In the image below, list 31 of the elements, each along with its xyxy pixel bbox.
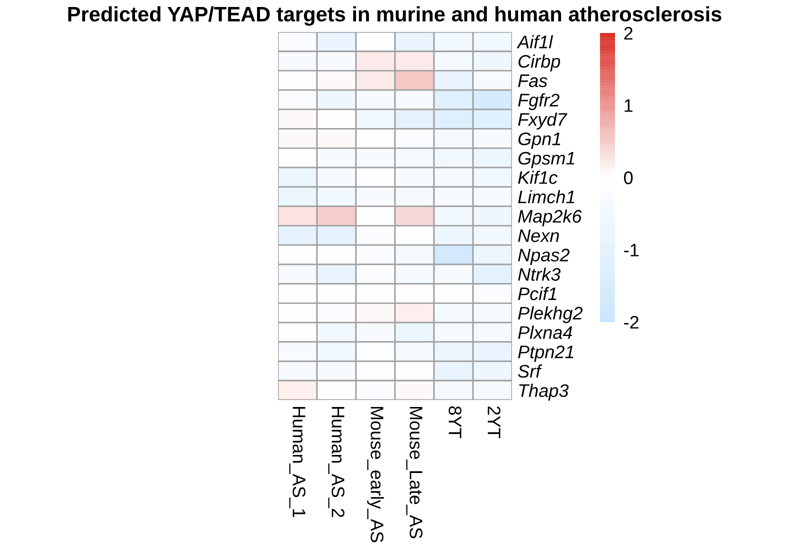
color-bar-label: 0: [624, 171, 633, 184]
x-tick-label: Mouse_Late_AS: [406, 407, 422, 538]
x-tick-label: Mouse_early_AS: [367, 407, 384, 542]
y-tick-label: Ptpn21: [518, 346, 574, 362]
y-tick-label: Kif1c: [518, 170, 558, 184]
y-tick-label: Gpsm1: [518, 152, 574, 168]
x-tick-label: Human_AS_2: [328, 407, 344, 518]
color-bar-label: -1: [624, 244, 639, 256]
x-tick-label: 8YT: [448, 406, 462, 438]
y-tick-label: Plekhg2: [518, 306, 583, 324]
color-bar-label: 1: [624, 99, 632, 112]
y-tick-label: Fxyd7: [518, 112, 568, 130]
y-tick-label: Pcif1: [518, 286, 556, 300]
y-tick-label: Ntrk3: [518, 268, 561, 281]
y-tick-label: Plxna4: [518, 326, 572, 339]
y-tick-label: Thap3: [519, 384, 569, 401]
color-bar-label: -2: [624, 316, 638, 329]
y-tick-label: Cirbp: [518, 54, 560, 72]
y-tick-label: Srf: [518, 364, 542, 378]
x-tick-label: 2YT: [488, 406, 500, 438]
y-tick-label: Gpn1: [518, 132, 560, 149]
color-bar-label: 2: [624, 26, 632, 40]
y-tick-label: Npas2: [518, 248, 570, 266]
y-tick-label: Fas: [518, 74, 548, 88]
y-tick-label: Map2k6: [518, 209, 582, 226]
y-tick-label: Limch1: [518, 190, 574, 204]
y-tick-label: Nexn: [518, 229, 559, 242]
chart-title: Predicted YAP/TEAD targets in murine and human atherosclerosis: [68, 6, 722, 26]
x-tick-label: Human_AS_1: [289, 407, 306, 518]
y-tick-label: Aif1l: [516, 35, 554, 48]
y-tick-label: Fgfr2: [518, 93, 560, 110]
